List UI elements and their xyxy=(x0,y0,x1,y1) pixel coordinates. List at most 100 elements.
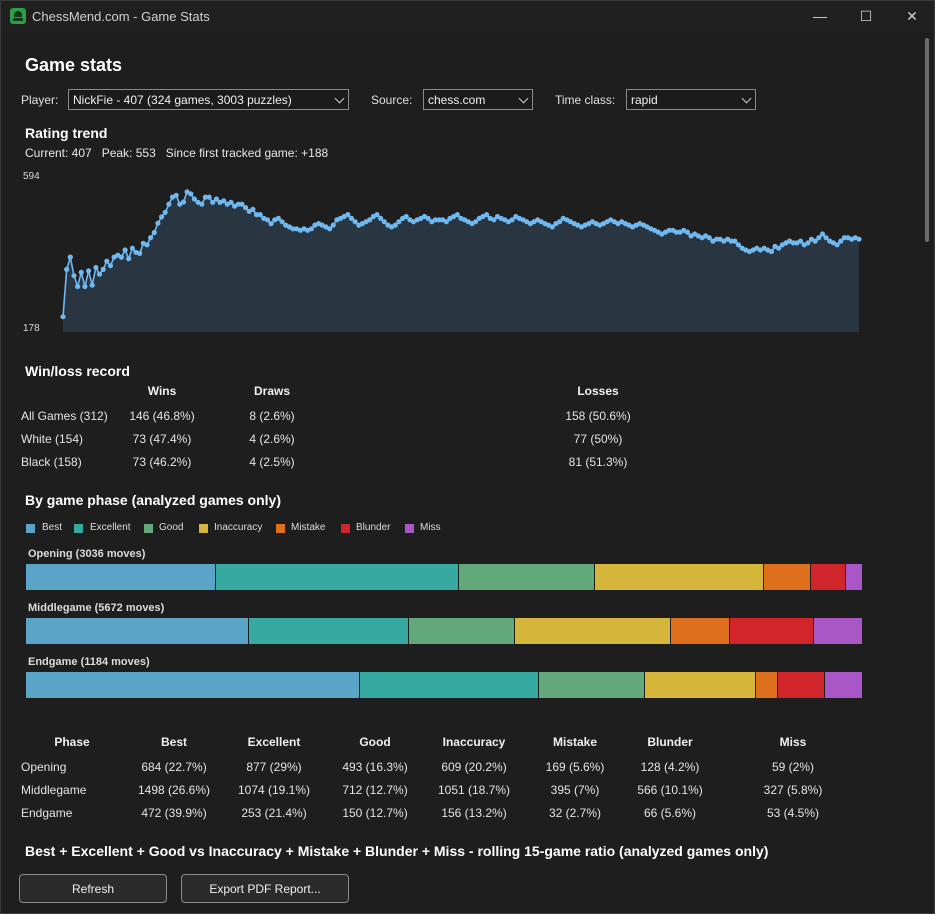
legend-label: Blunder xyxy=(356,522,391,533)
win-loss-heading: Win/loss record xyxy=(25,363,130,379)
rating-point xyxy=(268,221,274,227)
record-row-losses: 158 (50.6%) xyxy=(565,409,631,423)
opening-bar-label: Opening (3036 moves) xyxy=(28,548,146,560)
bar-segment-best xyxy=(26,618,249,644)
inaccuracy-column-header: Inaccuracy xyxy=(442,735,506,749)
source-select[interactable]: chess.com xyxy=(423,89,533,110)
rating-point xyxy=(60,314,66,320)
rating-point xyxy=(250,206,256,212)
rating-point xyxy=(104,258,110,264)
rating-point xyxy=(381,219,387,225)
legend-swatch xyxy=(341,524,350,533)
legend-label: Miss xyxy=(420,522,441,533)
phase-row-good: 493 (16.3%) xyxy=(342,760,408,774)
time-class-select[interactable]: rapid xyxy=(626,89,756,110)
rating-point xyxy=(107,263,114,269)
bar-segment-excellent xyxy=(248,618,409,644)
rating-axis-min: 178 xyxy=(23,323,40,334)
phase-row-miss: 327 (5.8%) xyxy=(763,783,823,797)
rating-point xyxy=(202,194,208,200)
legend-swatch xyxy=(144,524,153,533)
rating-point xyxy=(137,250,143,256)
rating-point xyxy=(714,236,720,242)
rolling-ratio-heading: Best + Excellent + Good vs Inaccuracy + … xyxy=(25,843,769,859)
close-icon[interactable]: ✕ xyxy=(906,8,918,24)
phase-row-inaccuracy: 1051 (18.7%) xyxy=(437,783,511,797)
middlegame-phase-bar xyxy=(26,618,863,644)
refresh-button[interactable]: Refresh xyxy=(19,874,167,903)
phase-row-blunder: 66 (5.6%) xyxy=(643,806,697,820)
rating-point xyxy=(155,220,161,226)
rating-point xyxy=(75,283,81,290)
rating-point xyxy=(89,282,95,288)
rating-point xyxy=(93,264,99,271)
rating-point xyxy=(823,235,829,241)
player-select[interactable]: NickFie - 407 (324 games, 3003 puzzles) xyxy=(68,89,349,110)
rating-point xyxy=(213,196,219,202)
phase-row-good: 150 (12.7%) xyxy=(342,806,408,820)
bar-segment-inaccuracy xyxy=(514,618,672,644)
rating-point xyxy=(188,191,194,197)
rating-point xyxy=(180,199,187,205)
legend-label: Best xyxy=(42,522,63,533)
rating-point xyxy=(166,201,172,207)
rating-point xyxy=(126,256,132,262)
rating-area-fill xyxy=(63,191,859,332)
scrollbar-thumb[interactable] xyxy=(925,38,929,242)
rating-point xyxy=(816,235,822,241)
rating-point xyxy=(327,226,333,232)
legend-swatch xyxy=(276,524,285,533)
rating-point xyxy=(228,199,234,205)
rating-point xyxy=(819,231,826,237)
record-row-wins: 146 (46.8%) xyxy=(129,409,195,423)
rating-point xyxy=(367,217,373,223)
phase-row-best: 684 (22.7%) xyxy=(141,760,207,774)
rating-point xyxy=(706,235,712,241)
bar-segment-miss xyxy=(846,564,863,590)
miss-column-header: Miss xyxy=(779,735,807,749)
phase-row-blunder: 128 (4.2%) xyxy=(640,760,700,774)
time-class-select-value: rapid xyxy=(631,93,658,107)
vertical-scrollbar[interactable] xyxy=(920,32,934,913)
rating-point xyxy=(425,215,431,221)
bar-segment-mistake xyxy=(671,618,730,644)
legend-swatch xyxy=(74,524,83,533)
rating-point xyxy=(253,212,260,218)
maximize-icon[interactable]: ☐ xyxy=(859,8,873,24)
bar-segment-inaccuracy xyxy=(645,672,756,698)
bar-segment-best xyxy=(26,564,216,590)
rating-point xyxy=(403,213,409,220)
rating-axis-max: 594 xyxy=(23,171,40,182)
rating-point xyxy=(235,201,241,207)
rating-point xyxy=(557,219,563,225)
bar-segment-good xyxy=(408,618,515,644)
rating-point xyxy=(122,247,128,253)
phase-row-miss: 59 (2%) xyxy=(771,760,815,774)
bar-segment-good xyxy=(458,564,596,590)
legend-label: Inaccuracy xyxy=(214,522,263,533)
time-class-label: Time class: xyxy=(555,93,616,107)
blunder-column-header: Blunder xyxy=(647,735,693,749)
title-bar: ChessMend.com - Game Stats — ☐ ✕ xyxy=(1,1,934,32)
source-select-value: chess.com xyxy=(428,93,486,107)
excellent-column-header: Excellent xyxy=(247,735,301,749)
phase-row-mistake: 395 (7%) xyxy=(550,783,600,797)
minimize-icon[interactable]: — xyxy=(813,8,827,24)
rating-point xyxy=(290,226,296,232)
rating-point xyxy=(330,222,336,228)
rating-point xyxy=(798,238,804,244)
rating-point xyxy=(352,219,358,225)
rating-point xyxy=(728,238,734,244)
rating-point xyxy=(173,192,179,198)
rating-point xyxy=(392,222,398,228)
legend-label: Mistake xyxy=(291,522,326,533)
bar-segment-best xyxy=(26,672,360,698)
export-pdf-button[interactable]: Export PDF Report... xyxy=(181,874,349,903)
bar-segment-inaccuracy xyxy=(595,564,765,590)
bar-segment-miss xyxy=(814,618,863,644)
rating-point xyxy=(86,268,92,274)
phase-row-blunder: 566 (10.1%) xyxy=(637,783,703,797)
rating-point xyxy=(199,201,205,207)
wins-column-header: Wins xyxy=(147,384,177,398)
